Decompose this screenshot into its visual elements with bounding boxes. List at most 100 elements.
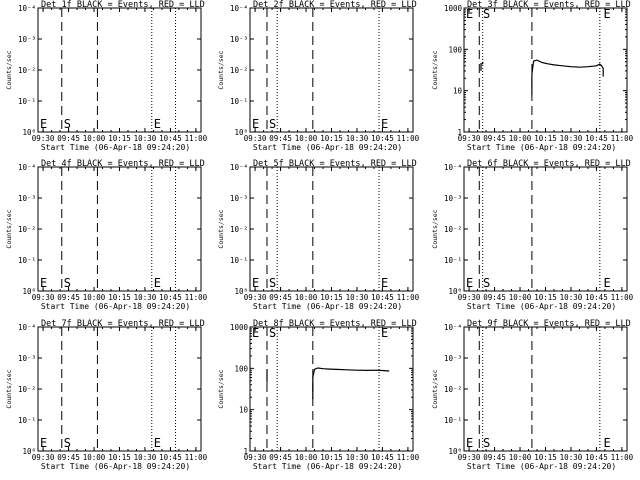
x-tick-label: 10:15 xyxy=(108,134,131,143)
x-tick-label: 10:45 xyxy=(371,293,394,302)
x-axis-label: Start Time (06-Apr-18 09:24:20) xyxy=(467,462,616,471)
marker-e-label: E xyxy=(252,276,259,290)
marker-e-label: E xyxy=(252,326,259,340)
y-tick-label: 1 xyxy=(457,128,462,137)
x-tick-label: 10:45 xyxy=(159,453,182,462)
chart-title: Det 8f BLACK = Events, RED = LLD xyxy=(253,319,417,329)
chart-panel-4: Det 4f BLACK = Events, RED = LLD 10⁰ 10⁻¹ 1… xyxy=(5,159,208,311)
y-axis-label: Counts/sec xyxy=(431,369,439,408)
chart-title: Det 3f BLACK = Events, RED = LLD xyxy=(467,0,631,10)
y-axis-label: Counts/sec xyxy=(5,209,13,248)
y-tick-label: 10⁻³ xyxy=(230,194,248,203)
marker-s-label: S xyxy=(269,326,276,340)
y-tick-label: 10⁻² xyxy=(444,225,462,234)
x-tick-label: 10:45 xyxy=(585,134,608,143)
x-tick-label: 09:45 xyxy=(57,453,80,462)
x-tick-label: 10:30 xyxy=(134,293,157,302)
x-axis-label: Start Time (06-Apr-18 09:24:20) xyxy=(41,143,190,152)
x-tick-label: 10:15 xyxy=(320,134,343,143)
y-axis-label: Counts/sec xyxy=(5,369,13,408)
x-tick-label: 10:00 xyxy=(295,134,318,143)
x-axis-label: Start Time (06-Apr-18 09:24:20) xyxy=(41,302,190,311)
x-tick-label: 10:00 xyxy=(83,293,106,302)
y-tick-label: 10 xyxy=(239,406,249,415)
marker-s-label: S xyxy=(483,436,490,450)
marker-s-label: S xyxy=(64,436,71,450)
x-tick-label: 10:30 xyxy=(134,453,157,462)
y-axis-label: Counts/sec xyxy=(217,209,225,248)
marker-s-label: S xyxy=(483,7,490,21)
x-tick-label: 11:00 xyxy=(185,453,208,462)
x-tick-label: 10:45 xyxy=(585,293,608,302)
x-tick-label: 09:45 xyxy=(269,134,292,143)
y-tick-label: 10⁻² xyxy=(18,225,36,234)
x-tick-label: 10:30 xyxy=(560,293,583,302)
x-axis-label: Start Time (06-Apr-18 09:24:20) xyxy=(41,462,190,471)
events-series-line xyxy=(531,59,604,95)
y-tick-label: 10⁰ xyxy=(234,128,248,137)
chart-title: Det 2f BLACK = Events, RED = LLD xyxy=(253,0,417,10)
x-tick-label: 10:45 xyxy=(371,453,394,462)
x-axis-label: Start Time (06-Apr-18 09:24:20) xyxy=(253,302,402,311)
y-tick-label: 10⁻³ xyxy=(18,354,36,363)
x-axis-label: Start Time (06-Apr-18 09:24:20) xyxy=(467,143,616,152)
x-axis-label: Start Time (06-Apr-18 09:24:20) xyxy=(253,143,402,152)
marker-s-label: S xyxy=(64,276,71,290)
x-tick-label: 09:45 xyxy=(269,293,292,302)
marker-s-label: S xyxy=(269,117,276,131)
y-tick-label: 10⁻¹ xyxy=(230,256,248,265)
y-tick-label: 10⁻¹ xyxy=(444,256,462,265)
x-tick-label: 09:30 xyxy=(458,293,481,302)
marker-e-label: E xyxy=(466,7,473,21)
plot-frame xyxy=(463,166,628,292)
x-tick-label: 10:30 xyxy=(346,134,369,143)
y-tick-label: 10⁻² xyxy=(230,225,248,234)
marker-s-label: S xyxy=(64,117,71,131)
marker-e-label: E xyxy=(40,276,47,290)
marker-s-label: S xyxy=(483,276,490,290)
x-tick-label: 10:00 xyxy=(509,134,532,143)
x-tick-label: 10:45 xyxy=(371,134,394,143)
x-tick-label: 10:00 xyxy=(509,293,532,302)
x-tick-label: 10:15 xyxy=(320,453,343,462)
y-axis-label: Counts/sec xyxy=(431,50,439,89)
x-tick-label: 09:45 xyxy=(57,293,80,302)
y-tick-label: 10⁻³ xyxy=(444,354,462,363)
x-tick-label: 10:45 xyxy=(585,453,608,462)
y-tick-label: 10⁻² xyxy=(18,385,36,394)
marker-e-label: E xyxy=(604,7,611,21)
chart-panel-1: Det 1f BLACK = Events, RED = LLD 10⁰ 10⁻¹ 1… xyxy=(5,0,208,152)
x-tick-label: 09:30 xyxy=(32,293,55,302)
x-tick-label: 09:30 xyxy=(244,293,267,302)
x-tick-label: 11:00 xyxy=(185,134,208,143)
x-tick-label: 10:30 xyxy=(346,453,369,462)
y-axis-label: Counts/sec xyxy=(217,50,225,89)
marker-e-label: E xyxy=(381,276,388,290)
x-tick-label: 11:00 xyxy=(397,453,420,462)
y-tick-label: 10⁻³ xyxy=(18,35,36,44)
y-tick-label: 10⁻¹ xyxy=(444,416,462,425)
chart-title: Det 4f BLACK = Events, RED = LLD xyxy=(41,159,205,169)
x-tick-label: 10:00 xyxy=(509,453,532,462)
marker-e-label: E xyxy=(40,117,47,131)
marker-e-label: E xyxy=(252,117,259,131)
y-tick-label: 1000 xyxy=(230,323,249,332)
y-axis-label: Counts/sec xyxy=(431,209,439,248)
x-axis-label: Start Time (06-Apr-18 09:24:20) xyxy=(253,462,402,471)
x-tick-label: 11:00 xyxy=(611,453,634,462)
y-tick-label: 10⁻⁴ xyxy=(230,4,248,13)
y-tick-label: 10 xyxy=(453,87,463,96)
y-tick-label: 10⁻⁴ xyxy=(230,163,248,172)
x-tick-label: 10:00 xyxy=(83,134,106,143)
y-tick-label: 10⁰ xyxy=(22,447,36,456)
marker-e-label: E xyxy=(466,276,473,290)
y-tick-label: 10⁰ xyxy=(448,447,462,456)
x-tick-label: 10:15 xyxy=(320,293,343,302)
x-tick-label: 10:15 xyxy=(534,293,557,302)
y-tick-label: 10⁻³ xyxy=(444,194,462,203)
chart-title: Det 5f BLACK = Events, RED = LLD xyxy=(253,159,417,169)
x-tick-label: 10:15 xyxy=(108,293,131,302)
chart-panel-7: Det 7f BLACK = Events, RED = LLD 10⁰ 10⁻¹ 1… xyxy=(5,319,208,471)
chart-title: Det 7f BLACK = Events, RED = LLD xyxy=(41,319,205,329)
plot-frame xyxy=(249,7,414,133)
